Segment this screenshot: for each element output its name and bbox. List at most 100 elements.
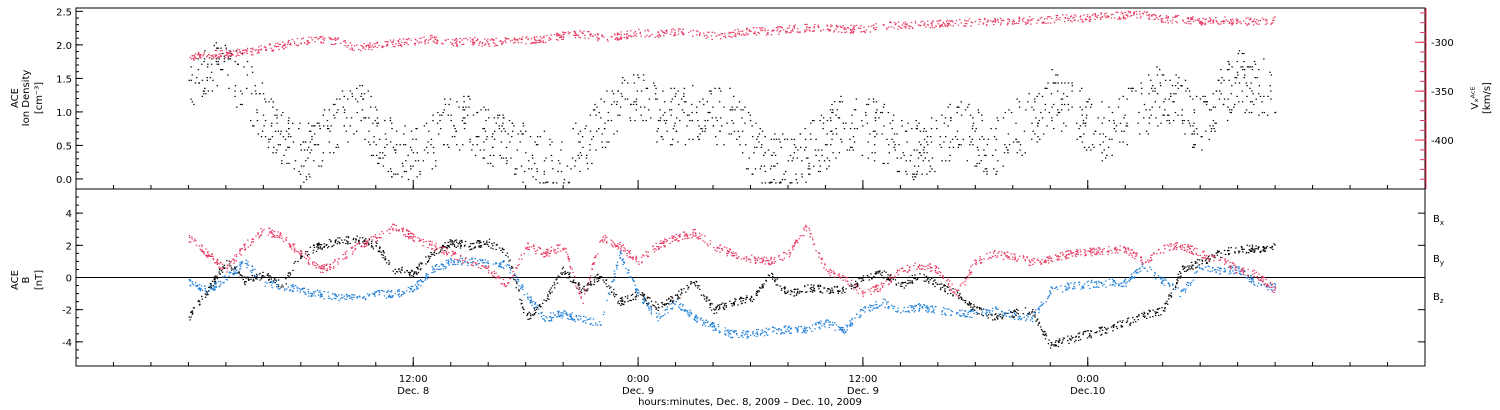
bfield-point [980,309,983,311]
density-point [1159,82,1161,84]
velocity-point [1257,20,1260,22]
bfield-point [1242,251,1244,253]
bfield-point [819,284,821,286]
bfield-point [520,303,522,305]
velocity-point [692,29,695,32]
density-point [849,138,851,140]
velocity-point [414,44,416,46]
velocity-point [674,34,677,36]
velocity-point [332,44,334,46]
velocity-point [521,38,523,41]
bfield-point [946,286,948,288]
bfield-point [973,304,975,306]
bfield-point [1149,311,1151,313]
velocity-point [1162,18,1164,20]
density-point [364,117,367,119]
density-point [596,130,598,132]
bfield-point [741,334,743,336]
velocity-point [406,39,409,41]
velocity-point [560,38,563,40]
bfield-point [1157,308,1159,310]
density-point [1201,149,1203,151]
velocity-point [1238,21,1241,23]
bfield-point [965,300,967,302]
bfield-point [270,276,272,278]
density-point [769,168,772,170]
bfield-point [306,251,309,253]
density-point [671,98,674,100]
velocity-point [927,20,929,22]
bfield-point [733,303,735,305]
density-point [767,149,770,151]
density-point [642,119,644,122]
density-point [1192,98,1194,100]
velocity-point [284,43,286,45]
velocity-point [780,26,782,29]
bfield-point [1178,271,1181,273]
bfield-point [968,302,971,304]
velocity-point [227,52,229,54]
bfield-point [285,278,287,280]
bfield-point [829,321,831,323]
density-point [464,117,466,119]
velocity-point [872,24,875,26]
bfield-point [191,310,194,312]
bfield-point [313,244,315,246]
bfield-point [885,271,887,273]
bfield-point [1186,282,1189,284]
density-point [1243,52,1245,55]
density-point [1016,141,1018,143]
density-point [483,106,485,108]
bfield-point [663,304,666,306]
bfield-point [979,308,981,310]
bfield-point [855,313,858,315]
bfield-point [296,286,299,288]
velocity-point [502,41,504,43]
density-point [1180,85,1182,87]
bfield-point [762,286,764,288]
bfield-point [828,321,830,323]
density-point [817,170,820,173]
density-point [760,146,763,148]
density-point [749,119,752,122]
velocity-point [455,42,458,44]
bfield-point [341,239,343,241]
bfield-point [613,292,615,294]
velocity-point [1083,14,1085,16]
velocity-point [246,47,249,49]
density-point [1140,82,1142,84]
density-point [1103,149,1105,151]
density-point [500,157,503,159]
density-point [995,138,998,140]
density-point [454,127,456,130]
bfield-point [534,309,536,311]
bfield-point [784,287,786,289]
bfield-point [1269,246,1271,249]
bfield-point [474,258,476,260]
bfield-point [214,282,216,284]
density-point [315,144,317,146]
bfield-point [710,309,713,311]
bfield-point [845,288,847,290]
density-point [267,146,270,148]
density-point [432,114,434,116]
density-point [374,119,376,122]
bfield-point [730,302,733,305]
velocity-point [395,43,397,45]
velocity-point [1201,21,1204,24]
velocity-point [349,48,351,50]
velocity-point [829,29,832,31]
density-point [469,138,471,140]
bfield-point [735,332,738,335]
velocity-point [512,42,515,44]
bfield-point [596,278,598,280]
velocity-point [1099,17,1102,19]
density-point [776,162,779,165]
density-point [990,127,992,130]
velocity-point [721,33,723,35]
bfield-point [1208,260,1211,262]
velocity-point [307,40,309,42]
velocity-point [214,55,216,57]
velocity-point [370,46,372,48]
velocity-point [759,27,761,29]
